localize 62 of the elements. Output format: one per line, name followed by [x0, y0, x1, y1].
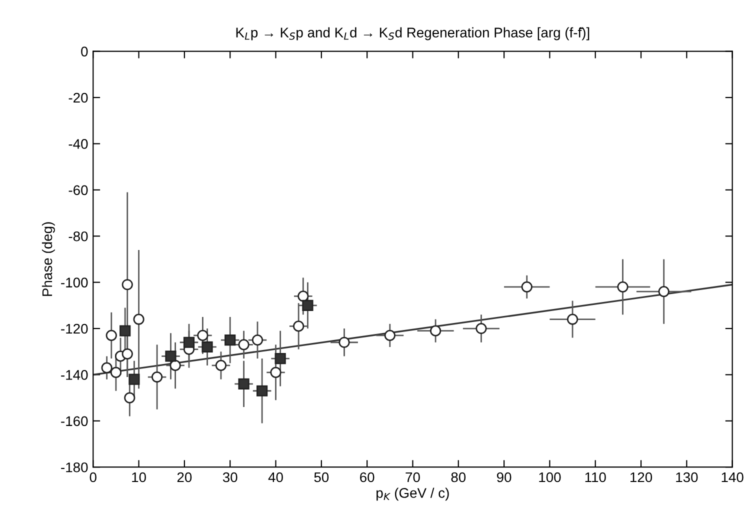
- point: [124, 392, 136, 404]
- y-tick-label: -160: [61, 416, 88, 426]
- x-tick-label: 140: [722, 472, 744, 482]
- y-tick-label: -20: [68, 92, 88, 103]
- point: [202, 341, 213, 353]
- point: [430, 325, 442, 336]
- point: [338, 336, 350, 348]
- point: [133, 314, 144, 325]
- y-tick-label: -60: [68, 185, 88, 196]
- point: [120, 325, 131, 336]
- point: [183, 336, 195, 348]
- point: [293, 320, 304, 332]
- point: [101, 362, 112, 374]
- point: [252, 334, 264, 346]
- point: [476, 322, 487, 334]
- y-tick-label: -120: [61, 324, 88, 334]
- point: [128, 374, 140, 385]
- point: [274, 352, 286, 364]
- x-tick-label: 100: [539, 472, 561, 482]
- point: [170, 360, 181, 372]
- point: [110, 366, 122, 378]
- y-tick-label: -80: [68, 231, 88, 242]
- x-tick-label: 70: [406, 472, 420, 482]
- point: [197, 330, 208, 341]
- y-tick-label: -180: [61, 462, 88, 472]
- point: [658, 286, 670, 298]
- point: [566, 314, 578, 325]
- chart-title: K$_{L}$p → K$_{S}$p and K$_{L}$d → K$_{S}$d Regeneration Phase [arg (f-f̄)]: [236, 27, 590, 40]
- point: [224, 334, 236, 346]
- y-tick-label: -140: [61, 370, 88, 380]
- point: [256, 385, 268, 396]
- x-tick-label: 20: [177, 472, 192, 482]
- point: [238, 378, 250, 390]
- point: [384, 330, 396, 341]
- point: [215, 360, 227, 372]
- y-axis-title: Phase (deg): [42, 222, 55, 296]
- point: [238, 339, 250, 350]
- x-tick-label: 60: [360, 472, 374, 482]
- x-tick-label: 0: [90, 472, 96, 482]
- x-axis-title: p$_{K}$ (GeV / c): [376, 488, 449, 501]
- point: [165, 350, 176, 362]
- x-tick-label: 30: [222, 472, 238, 482]
- x-tick-label: 110: [585, 472, 606, 482]
- x-tick-label: 90: [496, 472, 512, 482]
- y-tick-label: -40: [68, 139, 88, 149]
- point: [122, 279, 133, 290]
- y-tick-label: -100: [61, 278, 88, 288]
- x-tick-label: 50: [314, 472, 329, 482]
- point: [106, 330, 117, 341]
- point: [521, 281, 532, 292]
- point: [617, 281, 628, 292]
- x-tick-label: 130: [676, 472, 698, 482]
- point: [298, 290, 309, 302]
- y-tick-label: 0: [81, 46, 88, 56]
- x-tick-label: 10: [132, 472, 146, 482]
- x-tick-label: 80: [451, 472, 466, 482]
- point: [151, 371, 163, 383]
- point: [302, 300, 314, 311]
- point: [122, 348, 133, 360]
- x-tick-label: 40: [268, 472, 283, 482]
- x-tick-label: 120: [630, 472, 652, 482]
- point: [270, 366, 282, 378]
